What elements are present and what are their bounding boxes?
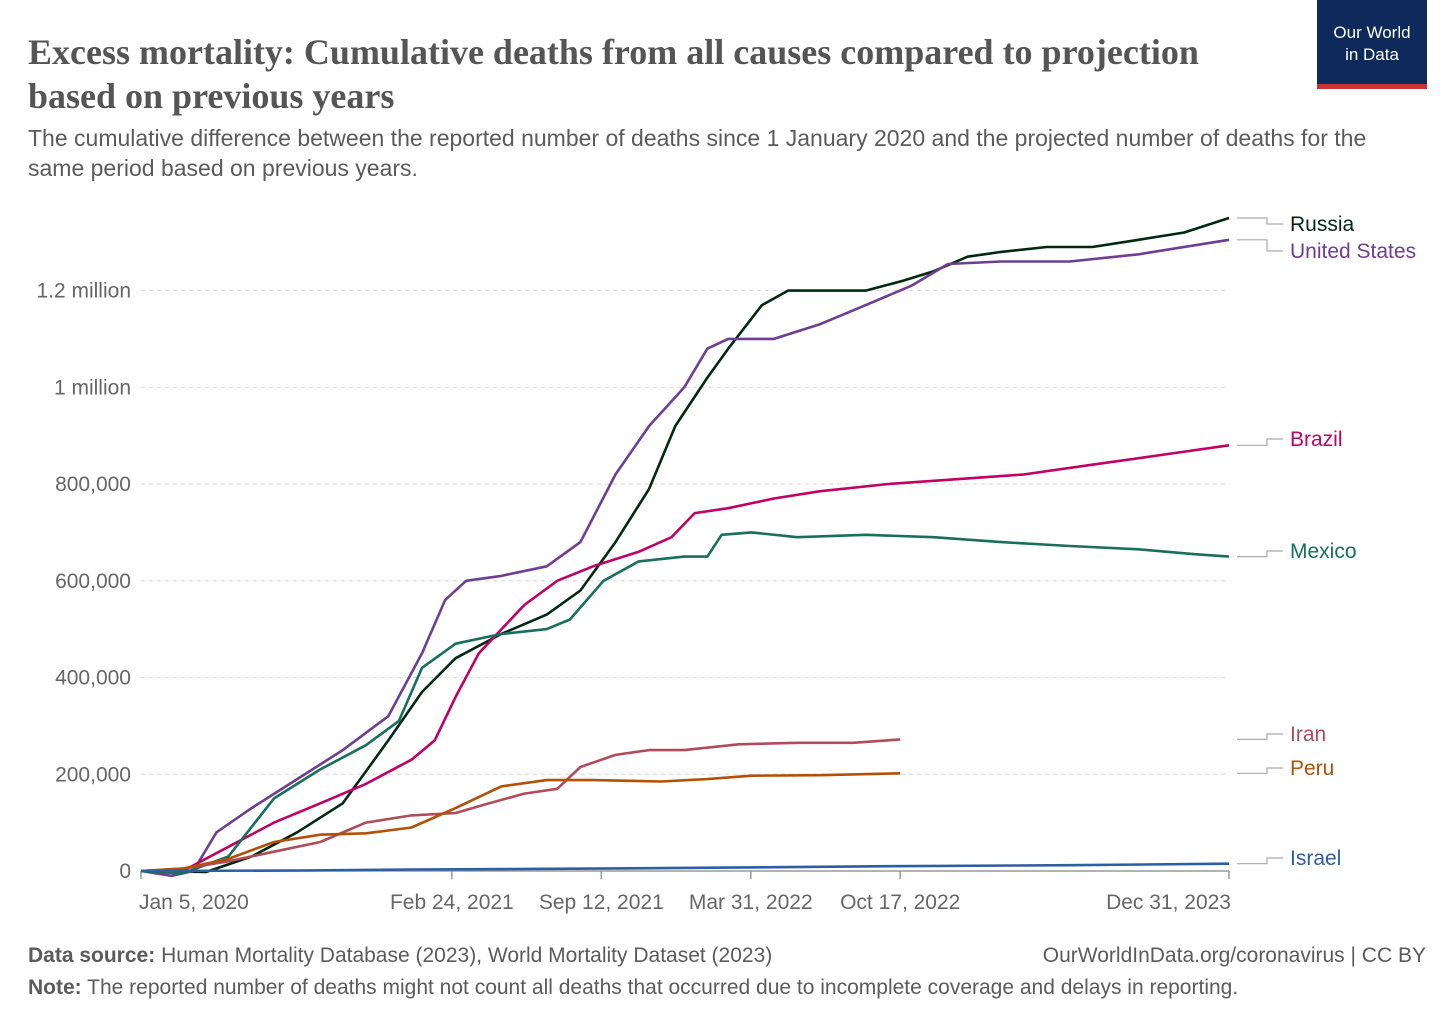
- logo-line-2: in Data: [1345, 45, 1399, 64]
- chart-subtitle: The cumulative difference between the re…: [28, 125, 1367, 181]
- y-tick-label: 1 million: [54, 376, 131, 399]
- x-tick-label: Oct 17, 2022: [840, 891, 960, 914]
- grid-lines: [141, 289, 1229, 775]
- y-tick-label: 200,000: [55, 763, 131, 786]
- x-tick-label: Mar 31, 2022: [689, 891, 813, 914]
- note-text: The reported number of deaths might not …: [87, 976, 1239, 999]
- data-source-label: Data source:: [28, 944, 156, 967]
- y-tick-label: 800,000: [55, 473, 131, 496]
- series-line-peru[interactable]: [140, 772, 901, 873]
- y-tick-label: 400,000: [55, 667, 131, 690]
- chart-note: Note: The reported number of deaths migh…: [28, 974, 1238, 1002]
- data-source-text[interactable]: Human Mortality Database (2023), World M…: [161, 944, 773, 967]
- series-line-israel[interactable]: [140, 862, 1230, 873]
- owid-logo[interactable]: Our World in Data: [1317, 0, 1427, 89]
- series-line-russia[interactable]: [140, 216, 1230, 874]
- x-tick-label: Feb 24, 2021: [390, 891, 514, 914]
- y-tick-label: 1.2 million: [36, 280, 131, 303]
- logo-line-1: Our World: [1333, 23, 1411, 42]
- series-label-mexico[interactable]: Mexico: [1290, 540, 1357, 563]
- y-tick-label: 0: [119, 860, 131, 883]
- label-connector: [1237, 767, 1283, 774]
- series-label-russia[interactable]: Russia: [1290, 213, 1355, 236]
- series-label-israel[interactable]: Israel: [1290, 847, 1341, 870]
- label-connector: [1237, 550, 1283, 558]
- series-label-iran[interactable]: Iran: [1290, 723, 1326, 746]
- series-label-united-states[interactable]: United States: [1290, 240, 1416, 263]
- label-connector: [1237, 438, 1283, 446]
- series-label-peru[interactable]: Peru: [1290, 757, 1334, 780]
- label-connector: [1237, 733, 1283, 740]
- line-chart: 0 200,000 400,000 600,000 800,000 1 million 1.…: [36, 213, 1416, 914]
- label-connector: [1237, 239, 1283, 252]
- y-tick-label: 600,000: [55, 570, 131, 593]
- x-axis: Jan 5, 2020 Feb 24, 2021 Sep 12, 2021 Mar 3…: [139, 870, 1231, 914]
- y-axis-ticks: 0 200,000 400,000 600,000 800,000 1 million 1.…: [36, 280, 131, 883]
- series-label-brazil[interactable]: Brazil: [1290, 428, 1343, 451]
- x-tick-label: Jan 5, 2020: [139, 891, 249, 914]
- label-connector: [1237, 857, 1283, 865]
- series-line-brazil[interactable]: [141, 444, 1230, 873]
- chart-title: Excess mortality: Cumulative deaths from…: [28, 32, 1199, 116]
- series-line-united-states[interactable]: [140, 238, 1230, 878]
- data-source: Data source: Human Mortality Database (2…: [28, 942, 772, 970]
- series-lines: [140, 216, 1230, 878]
- credit-link[interactable]: OurWorldInData.org/coronavirus | CC BY: [1042, 944, 1426, 967]
- x-tick-label: Dec 31, 2023: [1106, 891, 1231, 914]
- x-tick-label: Sep 12, 2021: [539, 891, 664, 914]
- note-label: Note:: [28, 976, 82, 999]
- series-line-iran[interactable]: [140, 738, 901, 873]
- series-labels: Russia United States Brazil Mexico Iran Peru I…: [1237, 213, 1416, 870]
- series-line-mexico[interactable]: [140, 531, 1230, 875]
- label-connector: [1237, 217, 1283, 225]
